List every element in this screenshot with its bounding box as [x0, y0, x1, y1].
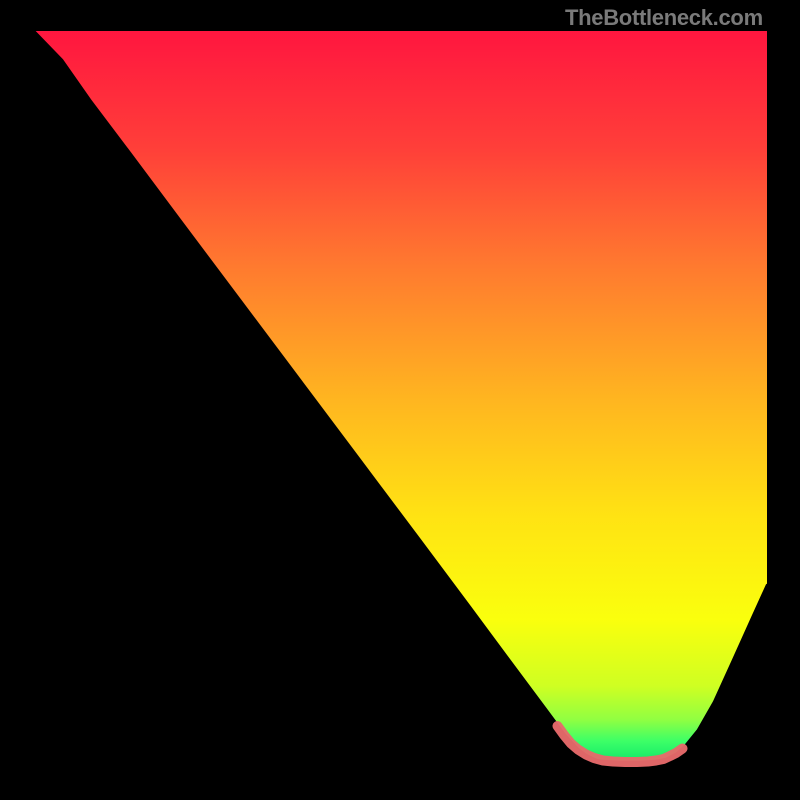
chart-plot-area	[33, 31, 767, 767]
source-watermark: TheBottleneck.com	[565, 5, 763, 31]
